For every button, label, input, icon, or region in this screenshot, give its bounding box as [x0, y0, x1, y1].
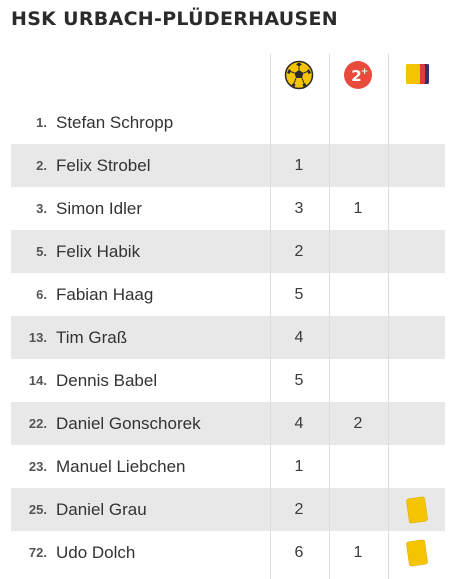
player-number: 25.	[28, 502, 47, 517]
player-assists	[329, 488, 387, 531]
player-name[interactable]: Simon Idler	[56, 198, 142, 218]
table-row: 3. Simon Idler 3 1	[11, 187, 445, 230]
player-cards	[388, 316, 445, 359]
player-name[interactable]: Udo Dolch	[56, 542, 136, 562]
player-goals	[270, 101, 328, 144]
player-name[interactable]: Felix Strobel	[56, 155, 151, 175]
player-number: 23.	[28, 459, 47, 474]
player-goals: 4	[294, 414, 304, 432]
player-number: 2.	[36, 158, 47, 173]
player-goals: 2	[294, 242, 304, 260]
player-name[interactable]: Dennis Babel	[56, 370, 158, 390]
player-assists	[329, 316, 387, 359]
player-name[interactable]: Daniel Gonschorek	[56, 413, 201, 433]
player-name[interactable]: Daniel Grau	[56, 499, 147, 519]
player-number: 6.	[36, 287, 47, 302]
player-assists: 2	[353, 414, 363, 432]
player-cards	[388, 230, 445, 273]
player-cards	[388, 445, 445, 488]
table-row: 6. Fabian Haag 5	[11, 273, 445, 316]
player-cards	[388, 273, 445, 316]
player-number: 1.	[36, 115, 47, 130]
player-goals: 3	[294, 199, 304, 217]
table-row: 13. Tim Graß 4	[11, 316, 445, 359]
player-name[interactable]: Felix Habik	[56, 241, 141, 261]
player-goals: 1	[294, 156, 304, 174]
player-assists	[329, 273, 387, 316]
svg-text:+: +	[361, 67, 369, 77]
player-name[interactable]: Stefan Schropp	[56, 112, 174, 132]
player-assists	[329, 359, 387, 402]
table-row: 1. Stefan Schropp	[11, 101, 445, 144]
table-row: 23. Manuel Liebchen 1	[11, 445, 445, 488]
table-row: 25. Daniel Grau 2	[11, 488, 445, 531]
player-assists	[329, 445, 387, 488]
player-name[interactable]: Fabian Haag	[56, 284, 154, 304]
player-goals: 6	[294, 543, 304, 561]
table-row: 72. Udo Dolch 6 1	[11, 531, 445, 574]
player-number: 3.	[36, 201, 47, 216]
player-goals: 4	[294, 328, 304, 346]
table-header: 2 +	[11, 54, 445, 101]
player-assists	[329, 144, 387, 187]
player-number: 5.	[36, 244, 47, 259]
yellow-card-icon	[405, 539, 428, 566]
player-goals: 5	[294, 371, 304, 389]
table-row: 14. Dennis Babel 5	[11, 359, 445, 402]
table-row: 2. Felix Strobel 1	[11, 144, 445, 187]
player-assists	[329, 230, 387, 273]
player-assists: 1	[353, 543, 363, 561]
assist-icon: 2 +	[342, 60, 374, 90]
player-goals: 2	[294, 500, 304, 518]
player-name[interactable]: Tim Graß	[56, 327, 128, 347]
player-cards	[388, 359, 445, 402]
player-goals: 5	[294, 285, 304, 303]
player-number: 22.	[28, 416, 47, 431]
player-cards	[388, 187, 445, 230]
player-assists: 1	[353, 199, 363, 217]
player-number: 13.	[28, 330, 47, 345]
player-name[interactable]: Manuel Liebchen	[56, 456, 186, 476]
soccer-ball-icon	[283, 60, 315, 90]
player-assists	[329, 101, 387, 144]
cards-icon	[401, 60, 433, 90]
player-cards	[388, 144, 445, 187]
player-cards	[388, 531, 445, 574]
player-cards	[388, 488, 445, 531]
player-cards	[388, 101, 445, 144]
team-title: HSK URBACH-PLÜDERHAUSEN	[11, 8, 338, 30]
player-goals: 1	[294, 457, 304, 475]
table-row: 22. Daniel Gonschorek 4 2	[11, 402, 445, 445]
player-stats-table: 2 + 1. Stefan Schropp 2. Felix Strobel 1…	[11, 54, 445, 579]
table-row: 5. Felix Habik 2	[11, 230, 445, 273]
player-number: 14.	[28, 373, 47, 388]
svg-text:2: 2	[351, 67, 361, 85]
yellow-card-icon	[405, 496, 428, 523]
player-number: 72.	[28, 545, 47, 560]
player-cards	[388, 402, 445, 445]
